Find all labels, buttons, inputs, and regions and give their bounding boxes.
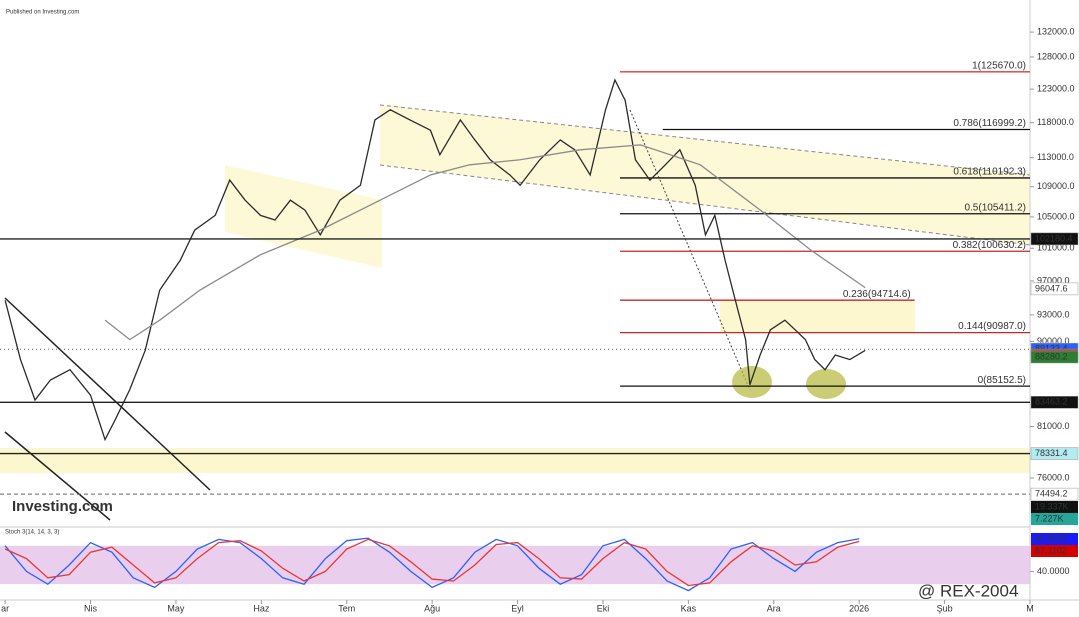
y-tick-label: 97000.0 [1037, 275, 1070, 285]
trend-line [629, 109, 751, 391]
y-tick-label: 132000.0 [1037, 26, 1075, 36]
fib-label: 0.382(100630.2) [953, 240, 1026, 251]
price-label-box [1030, 350, 1079, 364]
zone [720, 300, 915, 332]
indicator-label-box [1031, 545, 1078, 557]
x-tick-label: May [167, 603, 185, 613]
y-tick-label: 81000.0 [1037, 421, 1070, 431]
y-tick-label: 109000.0 [1037, 181, 1075, 191]
x-tick-label: Haz [253, 603, 270, 613]
indicator-label: 87.1102 [1035, 545, 1067, 555]
price-label: 102180.4 [1035, 233, 1073, 243]
y-tick-label: 128000.0 [1037, 51, 1075, 61]
fib-label: 0.236(94714.6) [843, 289, 911, 300]
x-tick-label: Tem [338, 603, 355, 613]
x-tick-label: ar [1, 603, 9, 613]
fib-label: 0.618(110192.3) [953, 167, 1026, 178]
channel [380, 105, 1030, 245]
logo: Investing.com [12, 498, 113, 515]
indicator-band [0, 545, 1030, 585]
trend-line [4, 431, 111, 521]
fib-label: 0.144(90987.0) [958, 321, 1026, 332]
fib-label: 0.5(105411.2) [964, 202, 1026, 213]
fib-label: 0(85152.5) [978, 375, 1026, 386]
price-label: 88280.2 [1035, 351, 1068, 361]
line [4, 78, 866, 442]
zone [0, 448, 1030, 473]
volume-label-box [1031, 501, 1078, 513]
decorations [0, 0, 1079, 601]
price-label: 89133.4 [1035, 344, 1068, 354]
y-tick-label: 76000.0 [1037, 472, 1070, 482]
fib-label: 0.786(116999.2) [953, 118, 1026, 129]
price-label: 74494.2 [1035, 488, 1068, 498]
indicator-label-box [1031, 533, 1078, 545]
trend-line [379, 104, 1031, 176]
price-label: 83463.2 [1035, 397, 1068, 407]
y-tick-label: 93000.0 [1037, 309, 1070, 319]
y-tick-label: 40.0000 [1037, 566, 1070, 576]
fib-label: 1(125670.0) [972, 60, 1026, 71]
y-tick-label: 123000.0 [1037, 84, 1075, 94]
price-label-box [1030, 232, 1079, 246]
y-tick-label: 105000.0 [1037, 211, 1075, 221]
price-label: 78331.4 [1035, 448, 1068, 458]
y-tick-label: 101000.0 [1037, 243, 1075, 253]
x-tick-label: Kas [681, 603, 697, 613]
indicator-label: 90.9916 [1035, 533, 1068, 543]
indicator-title: Stoch 3(14, 14, 3, 3) [5, 530, 59, 536]
header: Published on Investing.com [6, 10, 79, 16]
line [4, 538, 860, 587]
volume-label-box [1031, 513, 1078, 525]
x-tick-label: Eki [597, 603, 610, 613]
y-tick-label: 90000.0 [1037, 336, 1070, 346]
line [104, 144, 866, 341]
x-tick-label: Ara [767, 603, 781, 613]
price-label-box [1030, 396, 1079, 409]
line [4, 537, 860, 592]
highlight [806, 369, 846, 399]
trend-line [4, 297, 211, 491]
volume-label: 7.227K [1035, 513, 1064, 523]
x-tick-label: M [1026, 603, 1034, 613]
volume-label: 19.337K [1035, 501, 1069, 511]
highlight [732, 366, 772, 398]
price-label-box [1030, 487, 1079, 501]
y-tick-label: 118000.0 [1037, 117, 1074, 127]
channel [225, 165, 382, 268]
x-tick-label: Eyl [511, 603, 524, 613]
price-label-box [1030, 282, 1079, 296]
x-tick-label: 2026 [849, 603, 869, 613]
x-tick-label: Ağu [424, 603, 440, 613]
watermark: @ REX-2004 [918, 581, 1018, 600]
x-tick-label: Nis [84, 603, 97, 613]
price-label: 96047.6 [1035, 283, 1068, 293]
price-label-box [1030, 447, 1079, 460]
x-tick-label: Şub [937, 603, 953, 613]
y-tick-label: 113000.0 [1037, 152, 1074, 162]
